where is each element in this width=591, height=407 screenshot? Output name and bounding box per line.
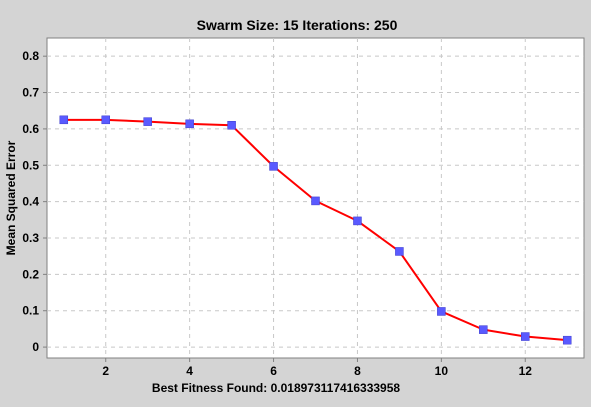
x-tick-label: 2 (102, 364, 109, 378)
data-point-marker (479, 325, 488, 334)
x-axis-label: Best Fitness Found: 0.018973117416333958 (152, 381, 400, 395)
data-point-marker (353, 216, 362, 226)
data-series (59, 115, 572, 345)
y-tick-label: 0 (32, 340, 39, 354)
y-tick-label: 0.3 (22, 231, 39, 245)
x-tick-label: 4 (186, 364, 193, 378)
x-tick-label: 10 (435, 364, 449, 378)
y-tick-label: 0.7 (22, 86, 39, 100)
y-tick-label: 0.6 (22, 122, 39, 136)
y-tick-label: 0.8 (22, 49, 39, 63)
x-tick-label: 12 (519, 364, 533, 378)
y-tick-label: 0.2 (22, 267, 39, 281)
data-point-marker (521, 332, 530, 341)
grid-lines (47, 38, 584, 358)
x-tick-label: 6 (270, 364, 277, 378)
data-point-marker (185, 119, 194, 129)
y-tick-label: 0.1 (22, 304, 39, 318)
axes: 2 4 6 8 10 12 0 0.1 0.2 0.3 0.4 0.5 0.6 0.7 0.8 (22, 49, 532, 378)
data-point-marker (562, 335, 572, 345)
data-point-marker (227, 121, 236, 130)
data-point-marker (437, 307, 446, 316)
data-point-marker (59, 115, 69, 125)
data-point-marker (269, 162, 278, 171)
y-tick-label: 0.5 (22, 158, 39, 172)
data-point-marker (101, 115, 110, 125)
data-point-marker (311, 196, 320, 206)
x-tick-label: 8 (354, 364, 361, 378)
chart-title: Swarm Size: 15 Iterations: 250 (197, 17, 398, 33)
data-point-marker (143, 117, 152, 126)
data-point-marker (395, 247, 404, 256)
y-tick-label: 0.4 (22, 195, 39, 209)
y-axis-label: Mean Squared Error (4, 140, 18, 255)
